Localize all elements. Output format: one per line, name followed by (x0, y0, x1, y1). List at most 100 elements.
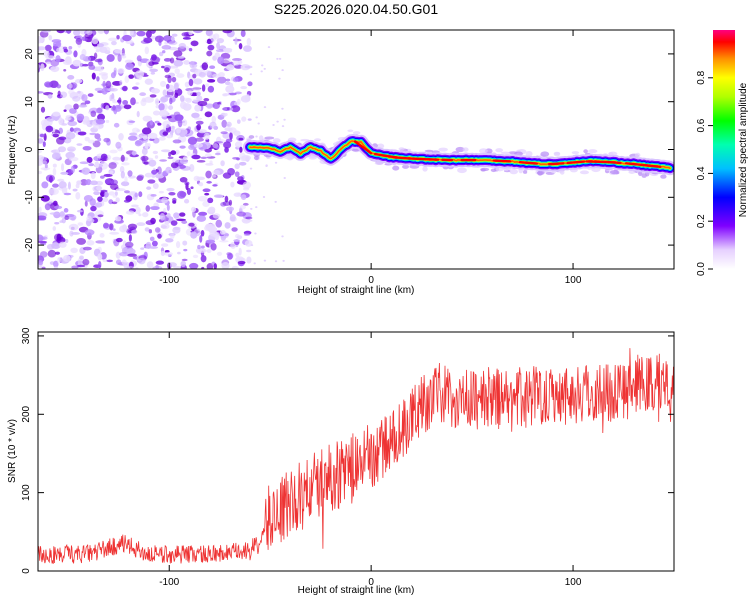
colorbar-tick-label: 0.0 (696, 262, 707, 276)
noise-blob (119, 80, 123, 86)
noise-blob (163, 208, 167, 213)
noise-blob (224, 81, 231, 86)
noise-blob (221, 261, 230, 269)
noise-blob (53, 260, 59, 268)
x-tick-label: 0 (368, 275, 374, 286)
noise-blob (138, 191, 143, 198)
noise-blob (120, 181, 130, 187)
noise-blob (224, 233, 229, 237)
noise-blob (93, 191, 101, 196)
noise-blob (76, 143, 83, 146)
noise-blob (242, 202, 249, 206)
noise-blob (237, 260, 246, 265)
noise-blob (88, 163, 95, 167)
noise-blob (254, 232, 257, 235)
noise-blob (228, 92, 237, 96)
noise-blob (174, 68, 180, 75)
noise-blob (207, 44, 215, 51)
noise-blob (82, 120, 91, 125)
noise-blob (224, 222, 231, 229)
noise-blob (228, 127, 237, 134)
noise-blob (144, 227, 150, 232)
noise-blob (185, 97, 192, 103)
noise-blob (115, 237, 123, 243)
noise-blob (68, 223, 79, 231)
noise-blob (198, 248, 207, 253)
snr-y-label: SNR (10 * v/v) (7, 419, 18, 483)
noise-blob (192, 98, 199, 103)
noise-blob (177, 190, 186, 199)
noise-blob (196, 91, 201, 97)
noise-blob (38, 259, 44, 266)
noise-blob (41, 266, 46, 269)
noise-blob (78, 104, 88, 108)
noise-blob (67, 146, 76, 152)
noise-blob (152, 137, 160, 144)
noise-blob (160, 149, 171, 153)
noise-blob (76, 209, 84, 213)
noise-blob (236, 211, 247, 217)
noise-blob (234, 141, 243, 148)
noise-blob (131, 204, 139, 208)
noise-blob (217, 101, 221, 105)
noise-blob (225, 78, 231, 82)
ridge-halo (438, 147, 448, 152)
noise-blob (38, 64, 41, 69)
ridge-halo (609, 170, 620, 175)
noise-blob (125, 210, 135, 215)
noise-blob (161, 197, 169, 204)
ridge-halo (495, 167, 504, 172)
noise-blob (58, 117, 64, 126)
snr-series-line (38, 348, 674, 564)
ridge-halo (571, 151, 580, 155)
noise-blob (238, 247, 242, 256)
noise-blob (244, 94, 251, 102)
noise-blob (158, 136, 166, 141)
noise-blob (119, 251, 129, 257)
noise-blob (108, 170, 114, 175)
y-tick-label: 0 (21, 568, 32, 574)
noise-blob (57, 178, 65, 182)
noise-blob (102, 197, 109, 203)
noise-blob (152, 266, 156, 269)
noise-blob (52, 133, 60, 138)
noise-blob (150, 217, 156, 225)
snr-panel: -100 0 100 0 100 200 300 Height of straight l… (7, 327, 675, 596)
noise-blob (152, 182, 159, 189)
y-tick-label: 20 (24, 48, 35, 60)
noise-blob (72, 95, 81, 102)
colorbar-ticks: 0.0 0.2 0.4 0.6 0.8 (696, 70, 713, 276)
noise-blob (98, 260, 102, 269)
ridge-halo (540, 151, 550, 157)
noise-blob (231, 265, 239, 269)
noise-blob (63, 192, 72, 196)
noise-blob (42, 160, 48, 165)
noise-blob (241, 116, 247, 122)
noise-blob (62, 255, 71, 262)
noise-blob (90, 171, 96, 180)
noise-blob (56, 30, 66, 34)
noise-blob (102, 80, 106, 89)
noise-blob (86, 240, 95, 246)
noise-blob (103, 222, 109, 229)
noise-blob (103, 173, 113, 177)
noise-blob (89, 132, 97, 136)
noise-blob (189, 262, 199, 269)
noise-blob (192, 86, 201, 92)
noise-blob (188, 222, 195, 227)
noise-blob (100, 103, 105, 109)
noise-blob (216, 37, 225, 44)
noise-blob (77, 90, 81, 94)
noise-blob (223, 141, 232, 149)
noise-blob (209, 121, 217, 129)
noise-blob (157, 233, 162, 239)
noise-blob (177, 119, 183, 128)
noise-blob (187, 136, 198, 145)
noise-blob (59, 211, 65, 217)
noise-blob (198, 211, 208, 216)
noise-blob (115, 141, 122, 149)
noise-blob (242, 181, 252, 189)
noise-blob (68, 214, 77, 221)
noise-blob (97, 65, 104, 72)
noise-blob (134, 206, 141, 215)
